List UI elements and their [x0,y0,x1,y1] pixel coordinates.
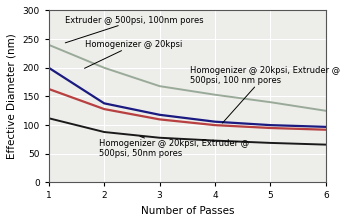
Text: Extruder @ 500psi, 100nm pores: Extruder @ 500psi, 100nm pores [65,16,204,43]
Text: Homogenizer @ 20kpsi, Extruder @
500psi, 100 nm pores: Homogenizer @ 20kpsi, Extruder @ 500psi,… [190,66,340,123]
X-axis label: Number of Passes: Number of Passes [141,206,234,216]
Text: Homogenizer @ 20kpsi, Extruder @
500psi, 50nm pores: Homogenizer @ 20kpsi, Extruder @ 500psi,… [99,136,249,158]
Text: Homogenizer @ 20kpsi: Homogenizer @ 20kpsi [85,40,182,68]
Y-axis label: Effective Diameter (nm): Effective Diameter (nm) [7,34,17,159]
